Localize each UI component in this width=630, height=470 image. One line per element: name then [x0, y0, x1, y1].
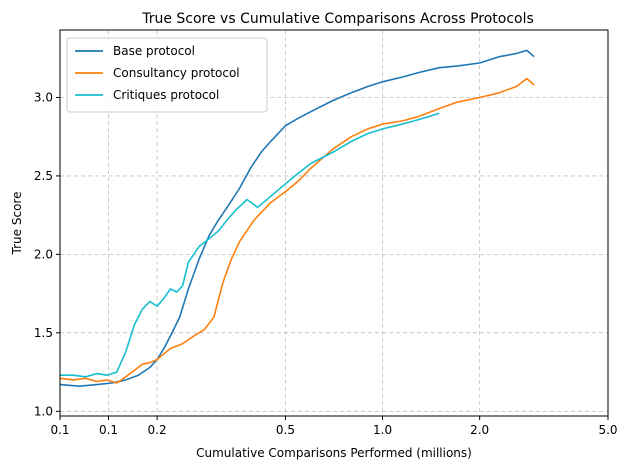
x-tick-label: 0.2: [148, 423, 167, 437]
x-axis-label: Cumulative Comparisons Performed (millio…: [196, 446, 472, 460]
y-tick-label: 3.0: [34, 90, 53, 104]
y-axis: 1.0 1.5 2.0 2.5 3.0: [34, 90, 60, 418]
y-axis-label: True Score: [10, 192, 24, 256]
series-line-2: [59, 77, 535, 384]
legend-label: Critiques protocol: [113, 88, 219, 102]
y-tick-label: 2.5: [34, 169, 53, 183]
y-tick-label: 2.0: [34, 247, 53, 261]
x-tick-label: 5.0: [598, 423, 617, 437]
x-tick-label: 2.0: [470, 423, 489, 437]
x-tick-label: 0.1: [50, 423, 69, 437]
legend-label: Consultancy protocol: [113, 66, 240, 80]
chart-title: True Score vs Cumulative Comparisons Acr…: [141, 11, 534, 27]
y-tick-label: 1.5: [34, 326, 53, 340]
x-tick-label: 0.1: [99, 423, 118, 437]
series-layer: [59, 49, 535, 388]
x-axis: 0.1 0.1 0.2 0.5 1.0 2.0 5.0: [50, 416, 618, 437]
x-tick-label: 1.0: [373, 423, 392, 437]
plot-frame: [59, 29, 609, 417]
series-line-3: [60, 112, 440, 378]
y-tick-label: 1.0: [34, 404, 53, 418]
legend-label: Base protocol: [113, 44, 195, 58]
x-tick-label: 0.5: [276, 423, 295, 437]
legend: Base protocol Consultancy protocol Critiqu…: [66, 37, 268, 113]
legend-box: [66, 37, 268, 113]
series-line-1: [59, 49, 535, 388]
